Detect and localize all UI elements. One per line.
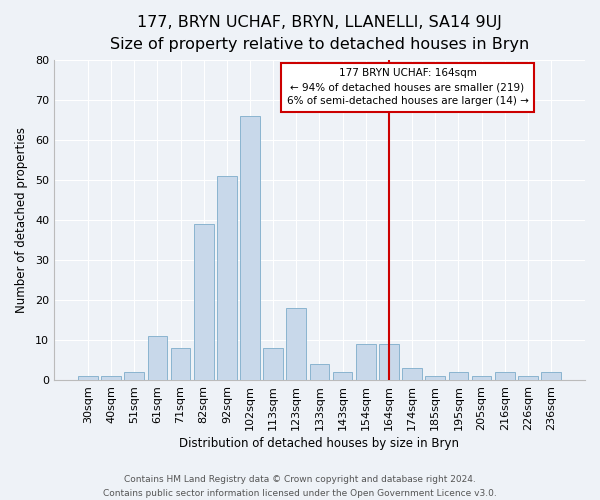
Bar: [518, 376, 538, 380]
Bar: [333, 372, 352, 380]
Bar: [541, 372, 561, 380]
Bar: [449, 372, 468, 380]
Bar: [217, 176, 236, 380]
Bar: [425, 376, 445, 380]
Bar: [356, 344, 376, 380]
Bar: [170, 348, 190, 380]
Bar: [78, 376, 98, 380]
Bar: [263, 348, 283, 380]
Text: Contains HM Land Registry data © Crown copyright and database right 2024.
Contai: Contains HM Land Registry data © Crown c…: [103, 476, 497, 498]
Bar: [194, 224, 214, 380]
Bar: [495, 372, 515, 380]
Bar: [286, 308, 306, 380]
Text: 177 BRYN UCHAF: 164sqm
← 94% of detached houses are smaller (219)
6% of semi-det: 177 BRYN UCHAF: 164sqm ← 94% of detached…: [287, 68, 529, 106]
Bar: [310, 364, 329, 380]
Bar: [472, 376, 491, 380]
Bar: [379, 344, 399, 380]
Title: 177, BRYN UCHAF, BRYN, LLANELLI, SA14 9UJ
Size of property relative to detached : 177, BRYN UCHAF, BRYN, LLANELLI, SA14 9U…: [110, 15, 529, 52]
Bar: [240, 116, 260, 380]
Y-axis label: Number of detached properties: Number of detached properties: [15, 128, 28, 314]
Bar: [148, 336, 167, 380]
Bar: [101, 376, 121, 380]
X-axis label: Distribution of detached houses by size in Bryn: Distribution of detached houses by size …: [179, 437, 460, 450]
Bar: [402, 368, 422, 380]
Bar: [124, 372, 144, 380]
